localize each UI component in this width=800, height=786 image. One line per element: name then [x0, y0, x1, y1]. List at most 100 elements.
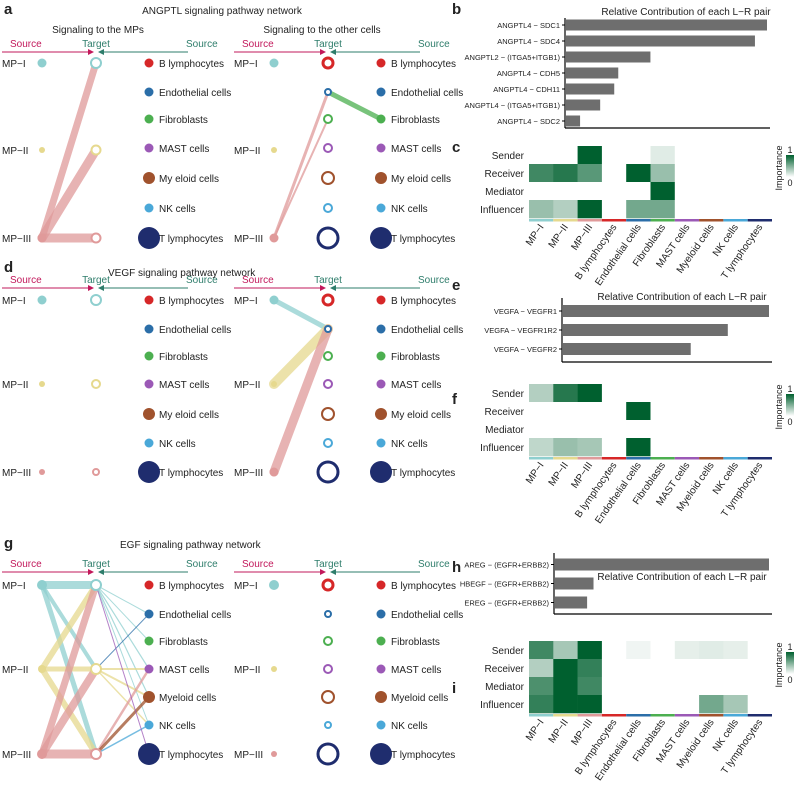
g-right-b-lymphocytes-node [376, 580, 386, 590]
panel-label-g: g [4, 535, 13, 552]
heatmap-cell-c [650, 164, 676, 183]
g-left-b-lymphocytes-node [144, 580, 154, 590]
a-right-fibroblasts-node [376, 114, 386, 124]
heatmap-legend-bar-i [786, 652, 794, 674]
heatmap-cell-c [553, 146, 578, 165]
heatmap-cell-i [577, 695, 603, 714]
g-left-mast-cells-node [144, 664, 154, 674]
heatmap-colbar-i [699, 714, 724, 717]
d-right-t-lymphocytes-node [370, 461, 392, 483]
title-vegf-network: VEGF signaling pathway network [108, 268, 256, 279]
d-right-target-node [323, 438, 333, 448]
heatmap-cell-i [747, 677, 773, 696]
heatmap-col-label-f-0: MP−I [524, 460, 547, 486]
g-right-target-node [323, 664, 333, 674]
heatmap-cell-f [553, 384, 578, 403]
heatmap-col-label-f-1: MP−II [547, 460, 571, 488]
d-left-mp-ii-label: MP−II [2, 380, 28, 391]
g-left-target-node [90, 748, 102, 760]
d-left-target-arrowhead [98, 285, 104, 291]
a-right-nk-cells-node [376, 203, 386, 213]
a-right-target-node [323, 114, 333, 124]
bar-label-e-0: VEGFA − VEGFR1 [494, 307, 557, 316]
g-left-mp-iii-source-node [37, 749, 47, 759]
heatmap-cell-f [626, 420, 651, 439]
heatmap-cell-c [577, 182, 603, 201]
g-right-mast-cells-label: MAST cells [391, 665, 441, 676]
heatmap-cell-f [577, 402, 603, 421]
heatmap-cell-c [529, 146, 554, 165]
heatmap-legend-min-i: 0 [787, 675, 792, 685]
d-left-source-right-label: Source [186, 275, 218, 286]
heatmap-cell-c [674, 146, 700, 165]
heatmap-cell-i [626, 641, 651, 660]
a-right-mast-cells-node [376, 143, 386, 153]
d-right-b-lymphocytes-node [376, 295, 386, 305]
panel-label-c: c [452, 139, 460, 156]
d-right-myeloid-cells-label: My eloid cells [391, 410, 451, 421]
heatmap-cell-i [674, 677, 700, 696]
d-right-mast-cells-node [376, 379, 386, 389]
heatmap-colbar-f [747, 457, 772, 460]
heatmap-cell-i [529, 659, 554, 678]
heatmap-cell-i [626, 659, 651, 678]
d-right-source-label: Source [242, 275, 274, 286]
g-left-edge [95, 584, 150, 615]
g-right-endothelial-cells-node [376, 609, 386, 619]
heatmap-cell-i [529, 641, 554, 660]
heatmap-cell-c [699, 146, 724, 165]
heatmap-cell-c [650, 146, 676, 165]
a-right-target-node [321, 171, 335, 185]
heatmap-cell-f [723, 420, 748, 439]
heatmap-cell-c [699, 200, 724, 219]
g-left-edge [95, 724, 150, 755]
a-right-target-node [323, 143, 333, 153]
a-left-target-node [90, 232, 102, 244]
heatmap-colbar-i [601, 714, 627, 717]
d-right-nk-cells-label: NK cells [391, 439, 428, 450]
heatmap-colbar-i [529, 714, 554, 717]
d-right-mast-cells-label: MAST cells [391, 380, 441, 391]
heatmap-row-label-f-2: Mediator [485, 425, 525, 436]
g-left-target-arrowhead [98, 569, 104, 575]
heatmap-colbar-c [626, 219, 651, 222]
a-right-endothelial-cells-node [376, 87, 386, 97]
g-right-target-node [316, 742, 340, 766]
heatmap-colbar-f [699, 457, 724, 460]
d-right-target-node [316, 460, 340, 484]
network-panels: Source Target Source MP−I MP−II MP−III B lymph… [2, 6, 463, 766]
heatmap-cell-c [650, 182, 676, 201]
a-right-edge [272, 90, 330, 240]
d-left-target-node [92, 468, 100, 476]
d-right-target-node [324, 325, 332, 333]
a-right-target-node [321, 56, 335, 70]
a-right-source-right-label: Source [418, 39, 450, 50]
d-right-nk-cells-node [376, 438, 386, 448]
g-right-mp-i-source-node [269, 580, 279, 590]
d-left-fibroblasts-label: Fibroblasts [159, 352, 208, 363]
heatmap-cell-f [577, 438, 603, 457]
g-left-nk-cells-node [144, 720, 154, 730]
heatmap-colbar-f [723, 457, 748, 460]
heatmap-cell-f [674, 438, 700, 457]
a-left-myeloid-cells-node [143, 172, 155, 184]
d-right-edge [269, 324, 333, 389]
a-left-target-node [90, 57, 102, 69]
d-left-b-lymphocytes-node [144, 295, 154, 305]
a-left-endothelial-cells-node [144, 87, 154, 97]
heatmap-cell-f [699, 420, 724, 439]
a-right-fibroblasts-label: Fibroblasts [391, 115, 440, 126]
g-left-target-node [90, 579, 102, 591]
heatmap-cell-f [747, 438, 773, 457]
heatmap-cell-i [723, 695, 748, 714]
d-right-edge [269, 324, 333, 477]
g-left-edge [95, 613, 150, 670]
heatmap-cell-f [577, 420, 603, 439]
a-left-endothelial-cells-label: Endothelial cells [159, 88, 231, 99]
a-right-mast-cells-label: MAST cells [391, 144, 441, 155]
bar-label-b-3: ANGPTL4 − CDH5 [497, 69, 560, 78]
g-left-mp-iii-label: MP−III [2, 750, 31, 761]
heatmap-colbar-i [674, 714, 700, 717]
subtitle-signaling-to-other-cells: Signaling to the other cells [263, 25, 380, 36]
heatmap-cell-f [626, 402, 651, 421]
